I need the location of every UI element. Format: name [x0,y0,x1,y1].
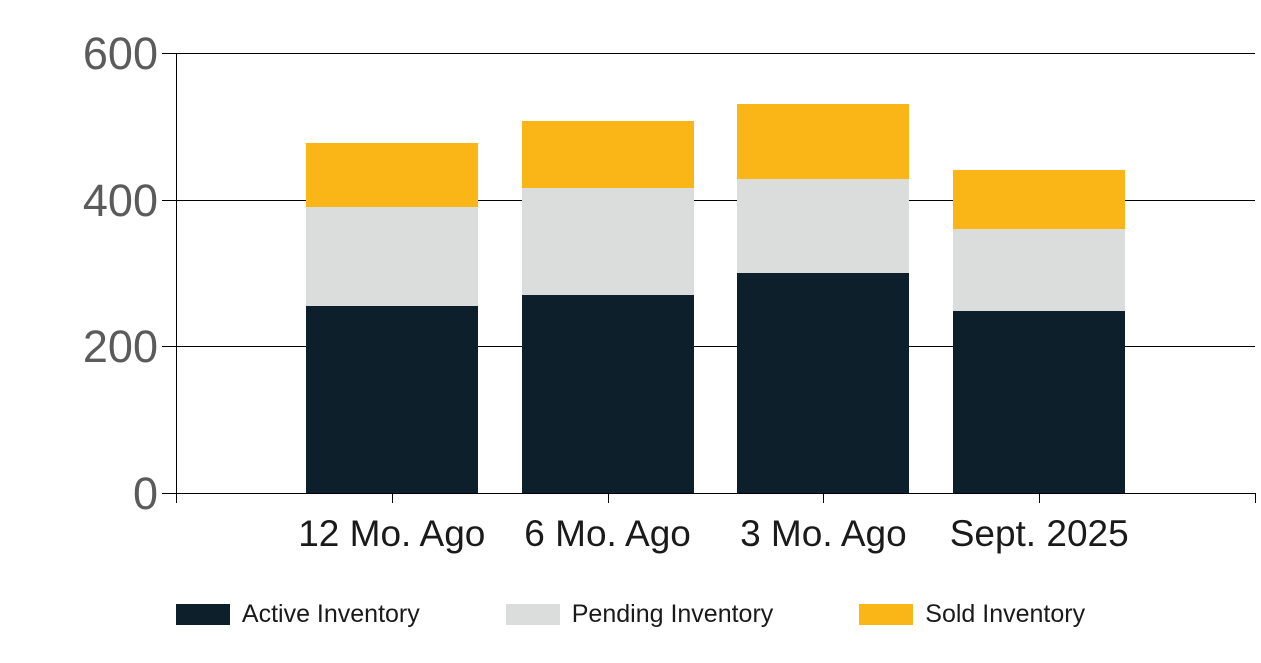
x-axis-label: 6 Mo. Ago [524,513,691,554]
x-axis-tick [823,493,825,503]
bar-segment-active-inventory [737,273,910,493]
gridline-y-0 [162,493,1255,494]
legend-label: Active Inventory [241,599,420,628]
bar-segment-pending-inventory [953,229,1126,312]
y-axis-label: 600 [82,28,158,79]
bar-segment-pending-inventory [521,187,694,295]
x-axis-label: Sept. 2025 [949,513,1129,554]
legend-item-pending-inventory: Pending Inventory [505,599,774,628]
gridline-y-600 [162,53,1255,54]
y-axis-label: 400 [82,174,158,226]
x-axis-tick [391,493,393,503]
x-axis-label: 12 Mo. Ago [298,513,486,554]
legend-swatch-icon [175,603,230,625]
bar-segment-active-inventory [521,295,694,493]
legend-swatch-icon [505,603,560,625]
bar-segment-sold-inventory [953,170,1126,229]
legend-label: Pending Inventory [571,599,774,628]
x-axis-tick [1255,493,1256,503]
x-axis-tick [607,493,609,503]
y-axis-label: 0 [132,468,158,519]
legend-item-sold-inventory: Sold Inventory [859,599,1086,628]
bar-segment-sold-inventory [737,104,910,180]
gridline-y-200 [162,346,1255,348]
bar-segment-pending-inventory [737,179,910,273]
legend-item-active-inventory: Active Inventory [175,599,420,628]
bar-segment-active-inventory [305,306,478,493]
bar-segment-pending-inventory [305,207,478,306]
chart-legend: Active Inventory Pending Inventory Sold In… [0,596,1261,632]
x-axis-tick [1039,493,1041,503]
bar-segment-active-inventory [953,311,1126,493]
x-axis-tick [176,493,177,503]
gridline-y-400 [162,199,1255,201]
y-axis-label: 200 [82,321,158,373]
y-axis-line [176,53,177,503]
x-axis-label: 3 Mo. Ago [740,513,907,554]
bar-segment-sold-inventory [521,121,694,188]
legend-label: Sold Inventory [925,599,1086,628]
bar-segment-sold-inventory [305,143,478,207]
legend-swatch-icon [859,603,914,625]
